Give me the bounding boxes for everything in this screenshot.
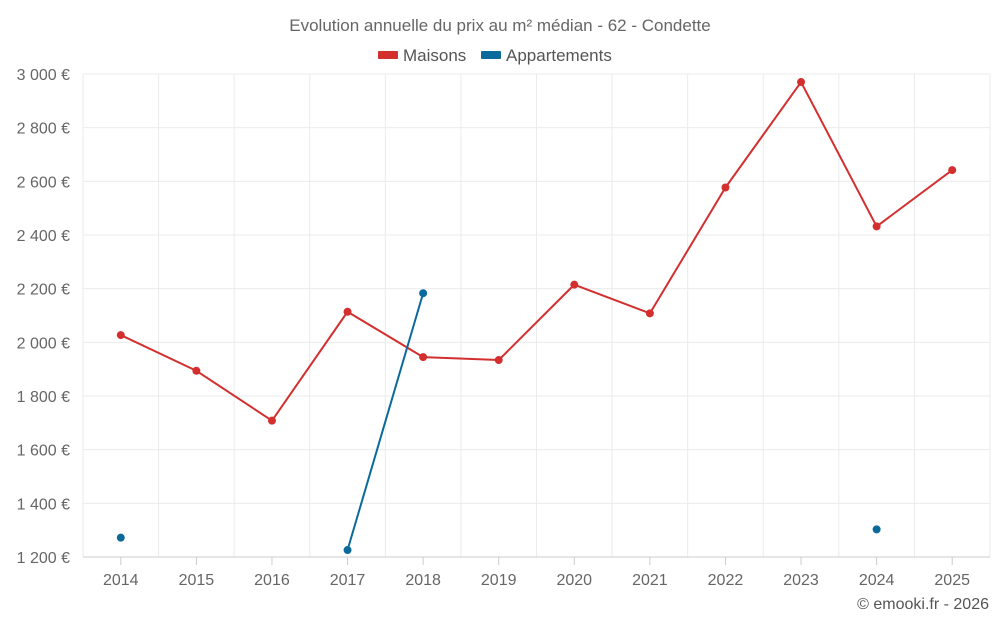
data-point-maisons-2016[interactable] [267,416,276,425]
data-point-maisons-2025[interactable] [948,166,957,175]
grid [82,73,991,558]
legend-swatch-maisons [378,51,398,59]
y-tick-label: 3 000 € [17,67,70,84]
data-point-maisons-2023[interactable] [797,78,806,87]
data-point-maisons-2014[interactable] [116,331,125,340]
data-point-maisons-2019[interactable] [494,356,503,365]
x-tick-label: 2021 [632,572,668,589]
series-line-maisons [120,81,953,422]
x-tick-label: 2023 [783,572,819,589]
legend: Maisons Appartements [378,46,612,65]
credit-text: © emooki.fr - 2026 [857,596,989,613]
y-tick-label: 2 400 € [17,228,70,245]
legend-item-appartements[interactable]: Appartements [481,46,612,65]
x-tick-label: 2017 [330,572,366,589]
series-line-appartements [346,292,425,551]
data-point-maisons-2018[interactable] [419,353,428,362]
data-point-maisons-2024[interactable] [872,222,881,231]
x-tick-label: 2016 [254,572,290,589]
x-tick-label: 2019 [481,572,517,589]
y-tick-label: 2 000 € [17,335,70,352]
x-tick-label: 2025 [934,572,970,589]
y-tick-label: 1 200 € [17,550,70,567]
x-tick-label: 2024 [859,572,895,589]
data-point-appartements-2017[interactable] [343,546,352,555]
chart-title: Evolution annuelle du prix au m² médian … [289,16,710,35]
series-appartements [116,289,881,555]
legend-label-appartements: Appartements [506,46,612,65]
y-tick-label: 2 600 € [17,174,70,191]
legend-item-maisons[interactable]: Maisons [378,46,466,65]
series [116,78,957,555]
y-tick-label: 2 200 € [17,282,70,299]
data-point-appartements-2014[interactable] [116,533,125,542]
x-tick-label: 2014 [103,572,139,589]
x-tick-label: 2015 [179,572,215,589]
data-point-maisons-2021[interactable] [645,309,654,318]
y-tick-label: 1 800 € [17,389,70,406]
x-tick-label: 2020 [556,572,592,589]
x-tick-label: 2022 [708,572,744,589]
legend-label-maisons: Maisons [403,46,466,65]
y-tick-label: 1 600 € [17,443,70,460]
data-point-appartements-2024[interactable] [872,525,881,534]
x-tick-label: 2018 [405,572,441,589]
data-point-maisons-2015[interactable] [192,366,201,375]
data-point-maisons-2020[interactable] [570,280,579,289]
y-tick-label: 1 400 € [17,496,70,513]
data-point-maisons-2022[interactable] [721,183,730,192]
y-tick-label: 2 800 € [17,121,70,138]
legend-swatch-appartements [481,51,501,59]
data-point-maisons-2017[interactable] [343,307,352,316]
series-maisons [116,78,957,425]
axes: 1 200 € 1 400 € 1 600 € 1 800 € 2 000 € 2 200… [17,67,990,589]
data-point-appartements-2018[interactable] [419,289,428,298]
